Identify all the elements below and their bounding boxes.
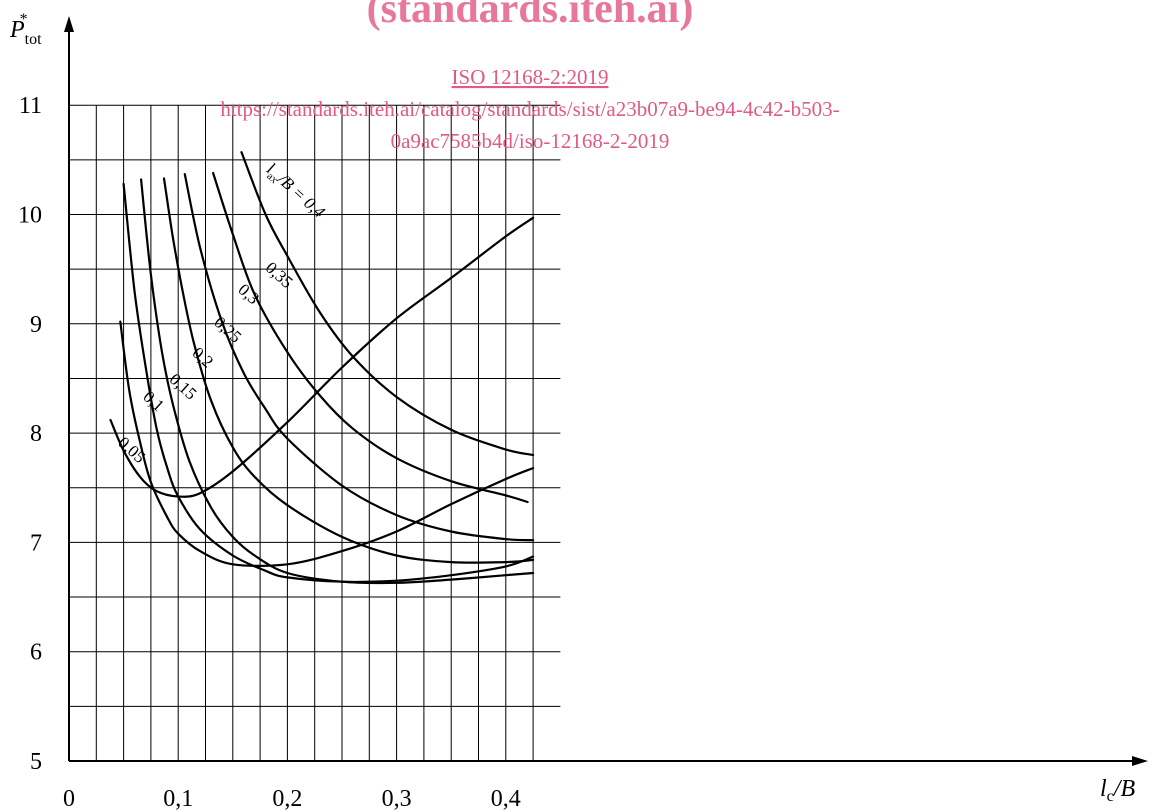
- curve-label: 0,25: [210, 313, 245, 347]
- x-tick-label: 0,1: [163, 786, 193, 812]
- x-tick-label: 0,3: [382, 786, 412, 812]
- x-axis-title: lc/B: [1100, 776, 1135, 805]
- watermark-url-line-1: https://standards.iteh.ai/catalog/standa…: [220, 97, 839, 121]
- watermark-link[interactable]: ISO 12168-2:2019: [452, 65, 609, 89]
- series-line: [140, 178, 535, 585]
- series-line: [183, 173, 535, 542]
- x-axis-arrow-icon: [1132, 756, 1148, 766]
- series-line: [119, 320, 535, 567]
- y-tick-label: 7: [30, 530, 42, 556]
- series-line: [212, 171, 529, 504]
- series-line: [162, 177, 535, 564]
- y-tick-label: 5: [30, 749, 42, 775]
- y-axis-title: Ptot*: [9, 11, 42, 48]
- watermark-url-line-2: 0a9ac7585b4d/iso-12168-2-2019: [391, 129, 670, 153]
- watermark-title: (standards.iteh.ai): [367, 0, 694, 32]
- series: [109, 151, 535, 585]
- curve-label: 0,2: [189, 343, 218, 371]
- series-line: [109, 216, 535, 498]
- x-tick-label: 0: [63, 786, 75, 812]
- x-tick-label: 0,4: [491, 786, 521, 812]
- y-tick-label: 11: [19, 93, 42, 119]
- y-tick-label: 10: [18, 203, 42, 229]
- y-tick-label: 9: [30, 312, 42, 338]
- curve-label: 0,1: [139, 387, 168, 415]
- axes: [64, 16, 1148, 766]
- watermark: (standards.iteh.ai) ISO 12168-2:2019 htt…: [220, 0, 839, 153]
- curve-label-value: /B = 0,4: [273, 169, 329, 222]
- series-line: [122, 182, 535, 584]
- y-tick-label: 8: [30, 421, 42, 447]
- grid: [69, 104, 561, 761]
- tick-labels: 0 0,1 0,2 0,3 0,4 5 6 7 8 9 10 11: [18, 93, 521, 812]
- series-line: [240, 151, 535, 457]
- y-tick-label: 6: [30, 640, 42, 666]
- x-tick-label: 0,2: [272, 786, 302, 812]
- y-axis-arrow-icon: [64, 16, 74, 32]
